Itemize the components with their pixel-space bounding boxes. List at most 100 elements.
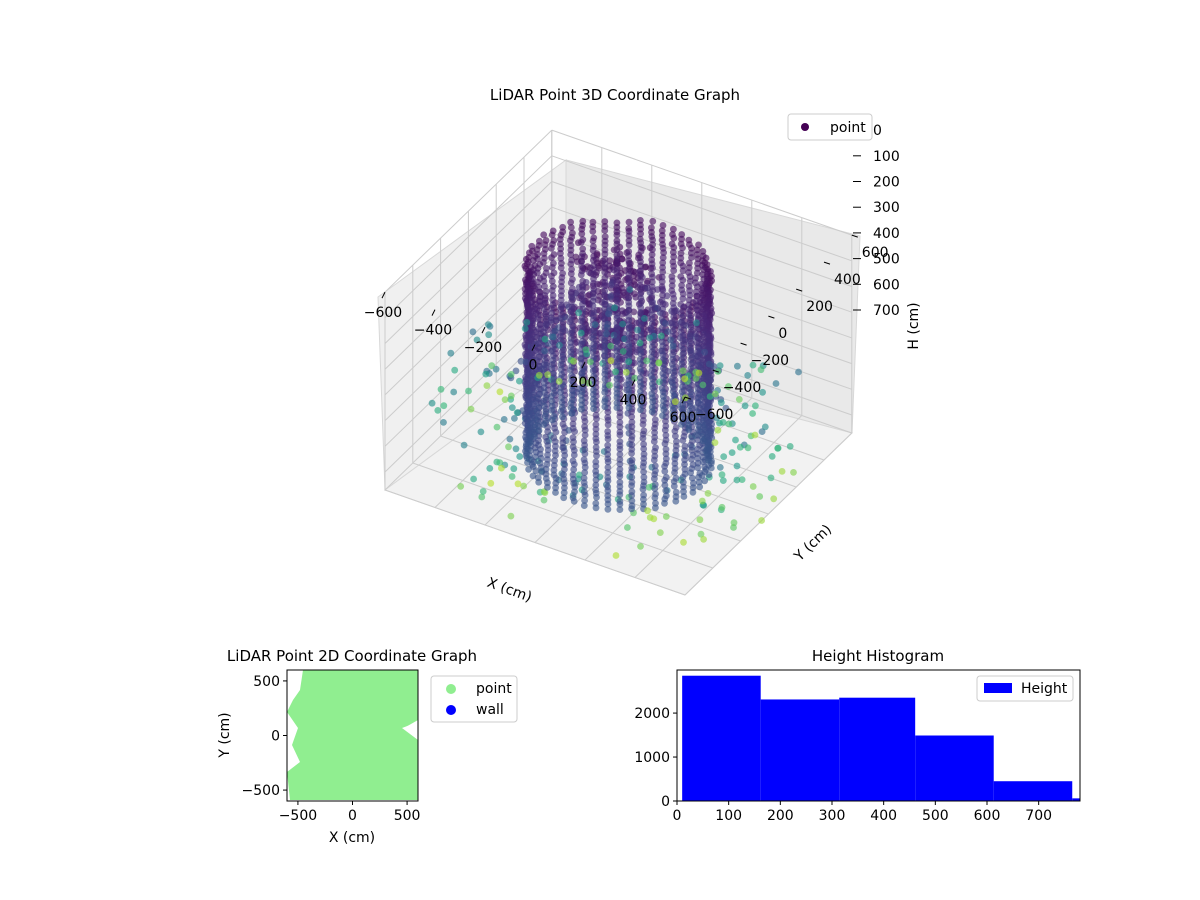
y-tick-3d (740, 342, 747, 346)
chart-2d: LiDAR Point 2D Coordinate Graph −500 0 500… (217, 647, 518, 846)
lidar-point-3d (759, 388, 766, 396)
x-tick-label-hist: 700 (1025, 808, 1052, 824)
lidar-point-3d (568, 396, 576, 403)
lidar-point-3d (649, 398, 657, 406)
lidar-point-3d (467, 405, 475, 413)
lidar-point-3d (634, 326, 641, 334)
lidar-point-3d (501, 396, 509, 403)
lidar-point-3d (507, 392, 515, 400)
lidar-point-3d (541, 296, 549, 304)
y-tick-3d (712, 369, 719, 373)
point-cloud-3d (428, 217, 802, 559)
lidar-point-3d (662, 445, 670, 453)
lidar-point-3d (569, 276, 576, 283)
lidar-point-3d (718, 471, 726, 479)
lidar-point-3d (699, 252, 707, 260)
y-axis-label-3d: Y (cm) (791, 522, 835, 566)
lidar-point-3d (662, 455, 670, 463)
lidar-point-3d (668, 282, 676, 289)
lidar-point-3d (686, 411, 694, 419)
lidar-point-3d (669, 374, 676, 382)
lidar-point-3d (720, 453, 728, 460)
lidar-point-3d (541, 347, 549, 355)
lidar-point-3d (613, 362, 621, 370)
lidar-point-3d (704, 268, 712, 276)
legend-histogram: Height (976, 675, 1074, 702)
x-tick-3d (581, 361, 586, 369)
z-tick-label-3d: 200 (873, 175, 900, 191)
lidar-point-3d (659, 268, 667, 276)
lidar-point-3d (669, 328, 677, 335)
lidar-point-3d (648, 348, 656, 356)
lidar-point-3d (618, 255, 626, 263)
histogram-title: Height Histogram (812, 647, 944, 665)
lidar-point-3d (556, 341, 563, 349)
lidar-point-3d (561, 461, 569, 468)
lidar-point-3d (637, 225, 644, 233)
histogram-bar (993, 781, 1073, 801)
lidar-point-3d (659, 351, 667, 359)
lidar-point-3d (550, 412, 558, 420)
lidar-point-3d (652, 467, 659, 475)
lidar-point-3d (570, 447, 578, 454)
lidar-point-3d (704, 430, 711, 437)
lidar-point-3d (585, 379, 592, 387)
lidar-point-3d (657, 332, 665, 340)
lidar-point-3d (671, 460, 679, 467)
lidar-point-3d (470, 475, 477, 483)
lidar-point-3d (749, 361, 757, 369)
lidar-point-3d (706, 312, 713, 319)
lidar-point-3d (670, 225, 677, 233)
lidar-point-3d (714, 426, 722, 434)
lidar-point-3d (659, 291, 666, 299)
lidar-point-3d (601, 250, 609, 258)
lidar-point-3d (559, 439, 567, 447)
lidar-point-3d (505, 443, 512, 451)
lidar-point-3d (437, 385, 445, 393)
lidar-point-3d (692, 274, 699, 282)
chart-histogram: Height Histogram 0 100 200 300 400 500 600 7000… (634, 647, 1081, 824)
x-tick-3d (681, 396, 686, 404)
x-tick-label-3d: 0 (529, 358, 538, 374)
lidar-point-3d (510, 465, 518, 473)
lidar-point-3d (660, 374, 667, 381)
lidar-point-3d (590, 390, 597, 398)
z-tick-label-3d: 100 (873, 149, 900, 165)
lidar-point-3d (768, 453, 776, 460)
lidar-point-3d (568, 298, 575, 306)
lidar-point-3d (575, 471, 583, 479)
lidar-point-3d (738, 476, 746, 483)
lidar-point-3d (640, 440, 647, 448)
x-tick-label-3d: 200 (570, 375, 597, 391)
lidar-point-3d (719, 419, 727, 426)
lidar-point-3d (670, 392, 678, 399)
x-tick-label-hist: 0 (673, 808, 682, 824)
lidar-point-3d (656, 529, 664, 536)
lidar-point-3d (551, 457, 558, 465)
lidar-point-3d (637, 360, 644, 367)
lidar-point-3d (473, 336, 481, 344)
lidar-point-3d (604, 500, 612, 508)
lidar-point-3d (694, 352, 702, 360)
lidar-point-3d (625, 325, 633, 332)
histogram-ticks: 0 100 200 300 400 500 600 700 0 1000 2000 (634, 706, 1052, 824)
lidar-point-3d (603, 324, 611, 332)
lidar-point-3d (477, 428, 485, 436)
lidar-point-3d (669, 415, 677, 423)
lidar-point-3d (649, 273, 656, 281)
lidar-point-3d (625, 404, 633, 412)
lidar-point-3d (730, 519, 738, 527)
lidar-point-3d (670, 295, 678, 302)
lidar-point-3d (590, 289, 597, 296)
x-tick-3d (481, 326, 486, 334)
x-tick-label-hist: 500 (922, 808, 949, 824)
lidar-point-3d (543, 265, 550, 272)
lidar-point-3d (659, 222, 667, 229)
lidar-point-3d (534, 311, 542, 318)
lidar-point-3d (639, 421, 647, 428)
lidar-point-3d (508, 473, 516, 480)
lidar-point-3d (669, 406, 677, 414)
lidar-point-3d (616, 445, 624, 453)
x-tick-label-2d: 500 (394, 808, 421, 824)
x-tick-label-hist: 200 (767, 808, 794, 824)
